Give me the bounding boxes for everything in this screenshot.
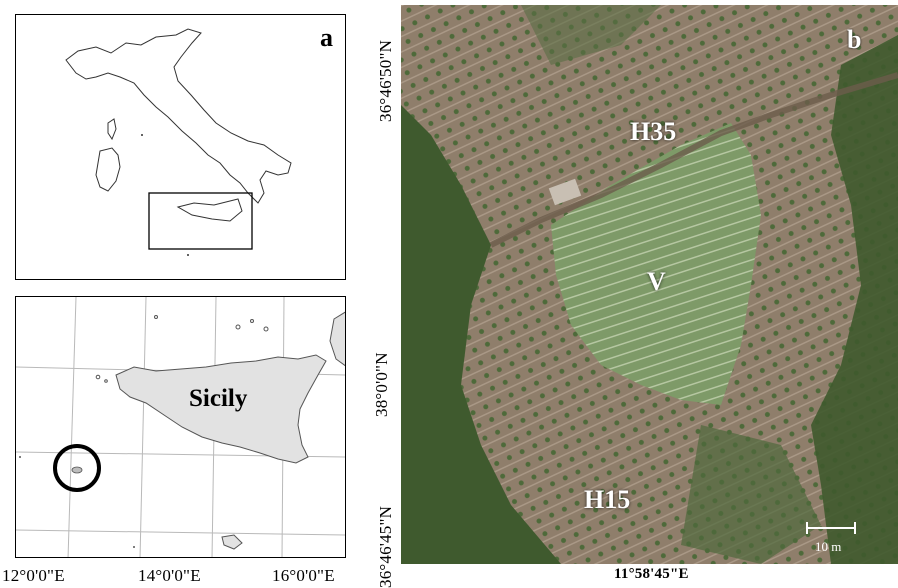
italy-mainland-outline — [65, 28, 292, 204]
panel-a: a — [0, 0, 360, 588]
aerial-photo: b H35 V H15 10 m — [401, 5, 898, 564]
lat-tick-bottom: 36°46'45"N — [376, 505, 395, 588]
lat-tick-38n: 38°0'0"N — [372, 352, 391, 417]
lon-tick-14e: 14°0'0"E — [138, 566, 201, 585]
lon-tick-16e: 16°0'0"E — [272, 566, 335, 585]
sicily-map-frame: Sicily — [15, 296, 346, 558]
sicily-map — [16, 297, 345, 557]
italy-outline-map — [65, 28, 292, 256]
italy-inset-frame: a — [15, 14, 346, 280]
sicily-island — [115, 354, 327, 464]
corsica-outline — [107, 118, 117, 141]
ridge-path — [489, 72, 898, 248]
sardinia-outline — [95, 147, 121, 192]
panel-b-letter: b — [847, 25, 862, 54]
zoom-box — [148, 192, 253, 250]
aerial-photo-image — [401, 5, 898, 564]
calabria-tip — [329, 311, 345, 367]
pantelleria-highlight-circle — [53, 444, 101, 492]
lat-tick-top: 36°46'50"N — [376, 39, 395, 122]
dense-vegetation-right — [811, 35, 898, 564]
dense-vegetation-left — [401, 105, 561, 564]
lon-tick-12e: 12°0'0"E — [2, 566, 65, 585]
lon-tick-b: 11°58'45"E — [614, 566, 689, 582]
sicily-label: Sicily — [189, 385, 248, 412]
scale-bar-label: 10 m — [815, 539, 842, 554]
label-h35: H35 — [630, 117, 677, 146]
malta-island — [221, 534, 243, 550]
panel-a-letter: a — [320, 23, 333, 52]
label-h15: H15 — [584, 485, 631, 514]
pantelleria-island — [71, 466, 83, 474]
label-v: V — [647, 267, 666, 296]
sicily-small-outline — [176, 198, 243, 222]
scale-bar — [806, 522, 856, 534]
